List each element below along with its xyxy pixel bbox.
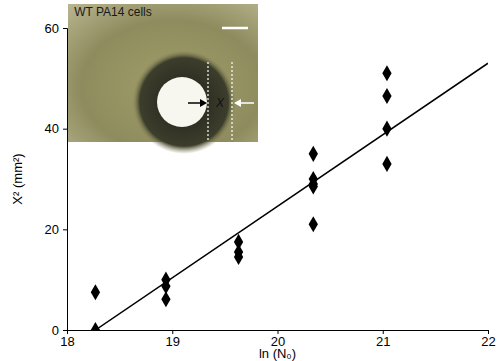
x-tick-label: 18 <box>60 334 74 349</box>
data-point <box>91 322 100 330</box>
y-tick: 60 <box>45 21 67 36</box>
y-tick-label: 20 <box>45 222 59 237</box>
data-point <box>91 284 100 300</box>
inset-halo <box>132 50 236 154</box>
inset-title: WT PA14 cells <box>74 5 152 19</box>
data-point <box>309 216 318 232</box>
y-tick: 0 <box>52 323 67 338</box>
data-point <box>382 65 391 81</box>
x-tick-label: 22 <box>481 334 495 349</box>
x-tick-label: 19 <box>166 334 180 349</box>
data-point <box>382 156 391 172</box>
x-tick: 22 <box>481 330 495 349</box>
x-tick: 18 <box>60 330 74 349</box>
x-tick: 19 <box>166 330 180 349</box>
x-axis-title: ln (N₀) <box>259 346 296 361</box>
inset-arrowhead <box>200 99 207 107</box>
y-axis: 0 20 40 60 <box>45 21 68 338</box>
inset-arrow <box>239 102 254 104</box>
y-axis-title: X² (mm²) <box>10 153 25 204</box>
inset-label: X <box>215 96 225 110</box>
inset-scale-bar <box>222 27 248 30</box>
y-tick: 40 <box>45 121 67 136</box>
y-tick-mark <box>63 330 67 331</box>
y-tick: 20 <box>45 222 67 237</box>
y-tick-label: 40 <box>45 121 59 136</box>
y-tick-mark <box>63 129 67 130</box>
y-tick-label: 0 <box>52 323 59 338</box>
chart: 18 19 20 21 22 0 20 40 60 ln (N₀) X² (mm²) WT PA14 … <box>0 0 500 361</box>
y-tick-label: 60 <box>45 21 59 36</box>
data-point <box>234 249 243 265</box>
data-point <box>382 88 391 104</box>
data-point <box>161 291 170 307</box>
inset-guide <box>231 62 232 142</box>
data-point <box>309 178 318 194</box>
inset-arrowhead <box>234 99 241 107</box>
inset-photo: WT PA14 cells X <box>68 4 258 154</box>
x-tick: 21 <box>376 330 390 349</box>
x-tick-label: 21 <box>376 334 390 349</box>
y-tick-mark <box>63 28 67 29</box>
inset-guide <box>207 62 208 142</box>
data-point <box>309 146 318 162</box>
y-axis-line <box>63 29 68 331</box>
inset-colony <box>157 77 207 127</box>
y-tick-mark <box>63 229 67 230</box>
